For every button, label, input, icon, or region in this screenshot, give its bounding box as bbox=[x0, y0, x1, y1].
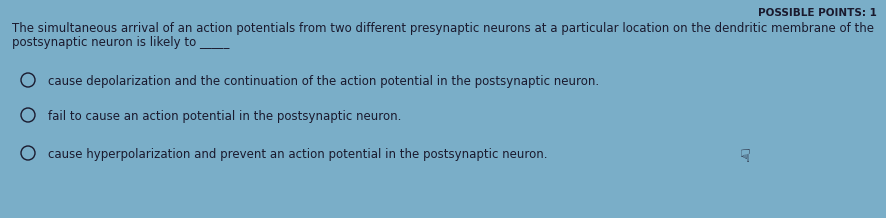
Text: POSSIBLE POINTS: 1: POSSIBLE POINTS: 1 bbox=[758, 8, 876, 18]
Text: cause hyperpolarization and prevent an action potential in the postsynaptic neur: cause hyperpolarization and prevent an a… bbox=[48, 148, 547, 161]
Text: The simultaneous arrival of an action potentials from two different presynaptic : The simultaneous arrival of an action po… bbox=[12, 22, 873, 35]
Text: postsynaptic neuron is likely to _____: postsynaptic neuron is likely to _____ bbox=[12, 36, 229, 49]
Text: fail to cause an action potential in the postsynaptic neuron.: fail to cause an action potential in the… bbox=[48, 110, 401, 123]
Text: cause depolarization and the continuation of the action potential in the postsyn: cause depolarization and the continuatio… bbox=[48, 75, 598, 88]
Text: ☟: ☟ bbox=[739, 148, 750, 166]
